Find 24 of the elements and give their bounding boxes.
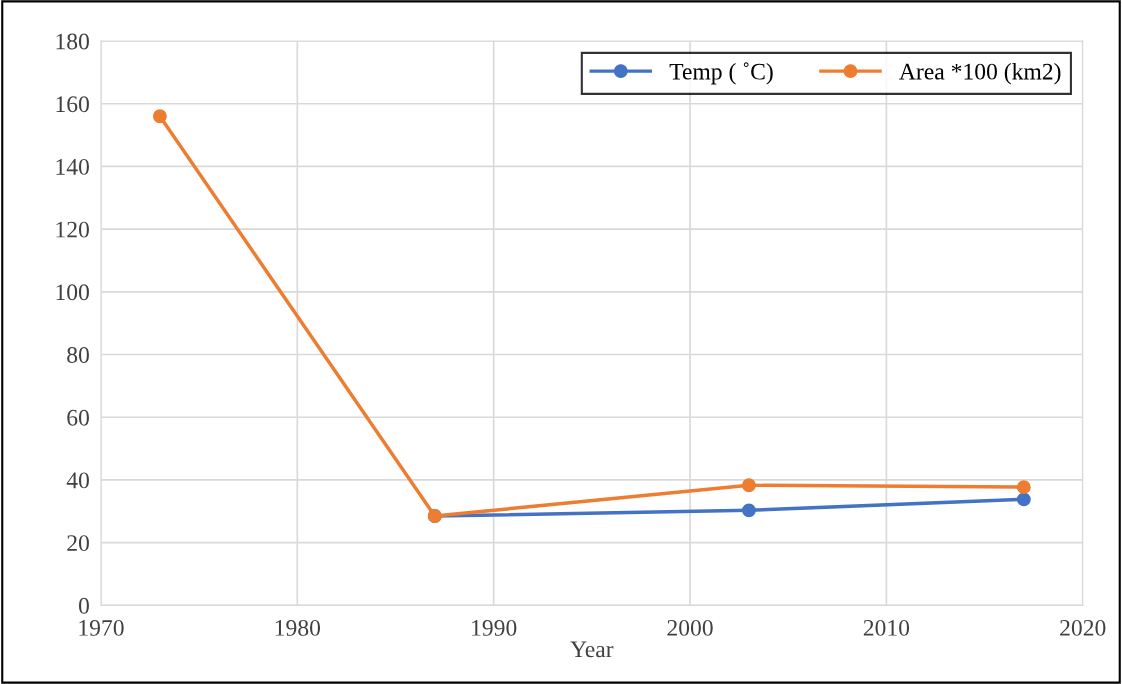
y-tick-label: 40 bbox=[66, 472, 89, 489]
legend-label: Temp ( ˚C) bbox=[669, 62, 773, 85]
x-tick-label: 1970 bbox=[79, 619, 124, 636]
y-tick-label: 100 bbox=[56, 284, 89, 301]
x-tick-label: 2020 bbox=[1060, 619, 1106, 636]
x-tick-label: 2010 bbox=[863, 619, 910, 636]
x-tick-label: 1980 bbox=[275, 619, 321, 636]
point bbox=[741, 503, 756, 518]
y-tick-label: 160 bbox=[56, 96, 89, 113]
y-tick-label: 60 bbox=[67, 409, 89, 426]
y-tick-label: 80 bbox=[67, 347, 89, 363]
point bbox=[741, 478, 756, 493]
x-tick-label: 2000 bbox=[667, 619, 713, 636]
x-axis-title: Year bbox=[570, 641, 614, 658]
point bbox=[1016, 492, 1031, 507]
legend-label: Area *100 (km2) bbox=[899, 63, 1061, 85]
x-tick-label: 1990 bbox=[472, 619, 517, 636]
point bbox=[1016, 480, 1031, 495]
y-tick-label: 0 bbox=[78, 597, 89, 614]
y-tick-label: 120 bbox=[56, 221, 89, 238]
y-tick-label: 140 bbox=[56, 158, 89, 175]
point bbox=[152, 109, 167, 124]
y-tick-label: 20 bbox=[67, 535, 89, 552]
y-tick-label: 180 bbox=[56, 33, 89, 50]
